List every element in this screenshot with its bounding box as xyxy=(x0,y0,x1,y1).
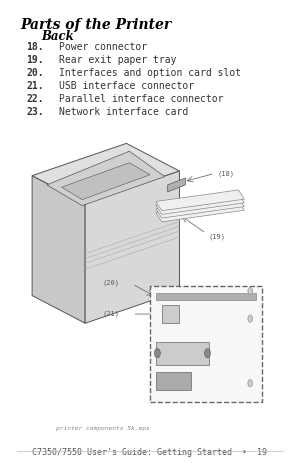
Circle shape xyxy=(248,380,253,387)
Text: Interfaces and option card slot: Interfaces and option card slot xyxy=(58,68,241,78)
Text: Parts of the Printer: Parts of the Printer xyxy=(20,18,171,31)
Polygon shape xyxy=(156,198,244,219)
Bar xyxy=(156,342,209,365)
Text: Rear exit paper tray: Rear exit paper tray xyxy=(58,55,176,65)
Bar xyxy=(156,372,191,390)
Text: (21): (21) xyxy=(103,310,120,317)
Text: 21.: 21. xyxy=(26,81,44,91)
Text: Network interface card: Network interface card xyxy=(58,106,188,116)
Text: (19): (19) xyxy=(209,233,226,239)
Polygon shape xyxy=(85,172,179,324)
Polygon shape xyxy=(156,201,244,222)
Polygon shape xyxy=(156,194,244,215)
Polygon shape xyxy=(61,163,150,200)
Text: printer components 5k.eps: printer components 5k.eps xyxy=(56,425,149,430)
Text: (20): (20) xyxy=(103,279,120,286)
Bar xyxy=(156,294,256,300)
Text: (22): (22) xyxy=(242,335,258,342)
Polygon shape xyxy=(32,144,179,204)
Circle shape xyxy=(154,349,160,358)
Text: C7350/7550 User's Guide: Getting Started  •  19: C7350/7550 User's Guide: Getting Started… xyxy=(32,447,268,456)
Bar xyxy=(162,305,179,324)
Circle shape xyxy=(248,315,253,323)
Text: Power connector: Power connector xyxy=(58,42,147,52)
Text: 18.: 18. xyxy=(26,42,44,52)
Text: 20.: 20. xyxy=(26,68,44,78)
Polygon shape xyxy=(47,152,165,206)
Text: Back: Back xyxy=(41,30,74,43)
Polygon shape xyxy=(32,176,85,324)
Text: 23.: 23. xyxy=(26,106,44,116)
Text: USB interface connector: USB interface connector xyxy=(58,81,194,91)
Text: (23): (23) xyxy=(242,363,258,369)
Text: (18): (18) xyxy=(218,170,235,176)
Text: Parallel interface connector: Parallel interface connector xyxy=(58,94,223,103)
Circle shape xyxy=(205,349,210,358)
Text: 22.: 22. xyxy=(26,94,44,103)
Polygon shape xyxy=(156,191,244,211)
FancyBboxPatch shape xyxy=(150,287,262,402)
Circle shape xyxy=(248,288,253,295)
Polygon shape xyxy=(168,179,185,193)
Text: 19.: 19. xyxy=(26,55,44,65)
